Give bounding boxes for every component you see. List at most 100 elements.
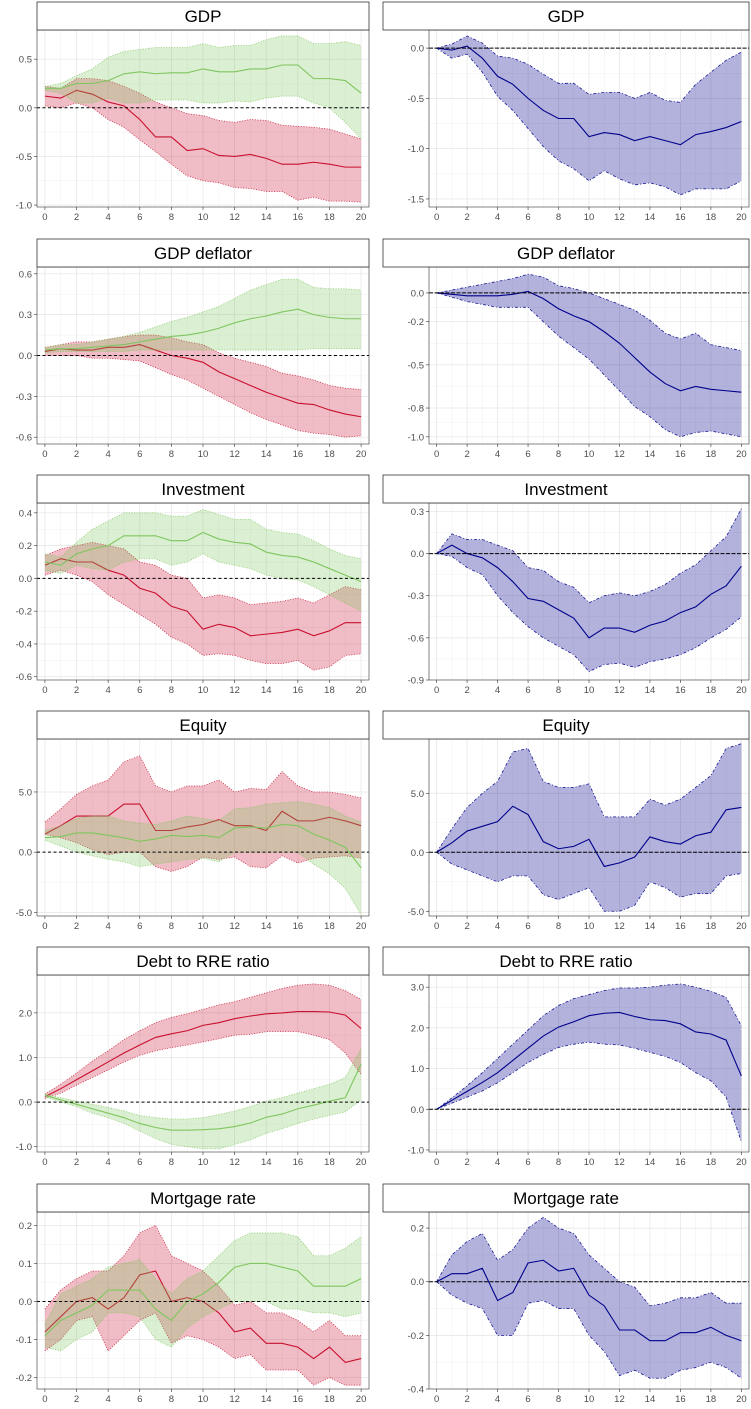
x-tick-label: 0 <box>434 1157 439 1168</box>
x-tick-label: 14 <box>645 685 656 696</box>
confidence-band-1 <box>44 335 362 438</box>
series-group <box>436 35 742 196</box>
panel-title: Debt to RRE ratio <box>499 952 632 971</box>
panel-3: GDP deflator -0.6 -0.3 0.0 0.3 0.6 0 2 4 6 8 10 12 14… <box>16 238 370 460</box>
x-tick-label: 20 <box>356 685 367 696</box>
x-tick-label: 12 <box>229 212 240 223</box>
x-tick-label: 12 <box>614 212 625 223</box>
y-tick-label: 0.3 <box>19 310 32 321</box>
x-tick-label: 20 <box>736 449 747 460</box>
x-tick-label: 12 <box>229 921 240 932</box>
response-line-1 <box>44 89 362 168</box>
x-tick-label: 8 <box>169 212 174 223</box>
x-tick-label: 10 <box>584 449 595 460</box>
x-tick-label: 20 <box>356 212 367 223</box>
y-tick-label: 0.0 <box>411 288 424 299</box>
y-tick-label: 0.0 <box>19 1098 32 1109</box>
x-tick-label: 2 <box>464 212 469 223</box>
band-lower-edge-2 <box>44 1096 362 1150</box>
grid <box>429 503 749 680</box>
y-tick-label: 0.2 <box>19 1221 32 1232</box>
x-tick-label: 8 <box>169 685 174 696</box>
band-upper-edge-2 <box>44 35 362 87</box>
confidence-band-1 <box>436 983 742 1142</box>
band-lower-edge-2 <box>44 348 362 354</box>
x-tick-label: 12 <box>614 921 625 932</box>
y-tick-label: -0.2 <box>408 1331 424 1342</box>
panel-strip <box>382 946 750 976</box>
x-tick-label: 10 <box>198 921 209 932</box>
x-tick-label: 2 <box>74 1394 79 1405</box>
x-tick-label: 8 <box>169 1394 174 1405</box>
x-tick-label: 0 <box>434 1394 439 1405</box>
panel-strip <box>382 238 750 268</box>
confidence-band-1 <box>436 743 742 912</box>
x-tick-label: 10 <box>198 449 209 460</box>
x-tick-label: 14 <box>645 1394 656 1405</box>
x-tick-label: 0 <box>42 212 47 223</box>
confidence-band-1 <box>44 755 362 872</box>
x-tick-label: 0 <box>434 685 439 696</box>
x-tick-label: 4 <box>105 449 110 460</box>
y-tick-label: 0.0 <box>411 1277 424 1288</box>
x-tick-label: 2 <box>464 449 469 460</box>
x-tick-label: 8 <box>556 449 561 460</box>
band-lower-edge-1 <box>436 1281 742 1379</box>
x-tick-label: 14 <box>645 449 656 460</box>
y-tick-label: 3.0 <box>411 983 424 994</box>
x-tick-label: 2 <box>74 685 79 696</box>
x-tick-label: 2 <box>464 685 469 696</box>
band-upper-edge-2 <box>44 509 362 560</box>
x-tick-label: 20 <box>736 921 747 932</box>
y-tick-label: -0.8 <box>408 404 424 415</box>
x-tick-label: 10 <box>584 1157 595 1168</box>
y-tick-label: 0.3 <box>411 507 424 518</box>
y-tick-label: 0.0 <box>411 1105 424 1116</box>
x-tick-label: 6 <box>525 1157 530 1168</box>
panel-10: Debt to RRE ratio -1.0 0.0 1.0 2.0 3.0 0 2 4 6 8 10… <box>382 946 750 1168</box>
panel-title: Investment <box>161 480 244 499</box>
x-tick-label: 10 <box>584 921 595 932</box>
band-lower-edge-1 <box>436 851 742 912</box>
x-tick-label: 6 <box>137 685 142 696</box>
confidence-band-1 <box>436 508 742 672</box>
x-tick-label: 14 <box>261 449 272 460</box>
band-lower-edge-2 <box>44 839 362 916</box>
x-tick-label: 10 <box>584 1394 595 1405</box>
series-group <box>44 983 362 1150</box>
band-lower-edge-1 <box>44 102 362 203</box>
panel-title: GDP deflator <box>154 244 252 263</box>
band-upper-edge-1 <box>436 983 742 1110</box>
x-tick-label: 16 <box>675 1394 686 1405</box>
series-group <box>44 755 362 916</box>
x-tick-label: 18 <box>706 1157 717 1168</box>
y-tick-label: 0.2 <box>19 541 32 552</box>
x-tick-label: 8 <box>169 921 174 932</box>
x-tick-label: 16 <box>293 1394 304 1405</box>
x-tick-label: 20 <box>736 1157 747 1168</box>
band-upper-edge-1 <box>44 541 362 606</box>
band-lower-edge-1 <box>44 1031 362 1099</box>
series-group <box>436 983 742 1142</box>
x-tick-label: 8 <box>556 212 561 223</box>
x-tick-label: 0 <box>42 685 47 696</box>
series-group <box>436 743 742 912</box>
response-line-2 <box>44 1262 362 1337</box>
response-line-2 <box>44 308 362 351</box>
x-tick-label: 18 <box>324 449 335 460</box>
y-tick-label: -0.6 <box>408 633 424 644</box>
x-tick-label: 4 <box>495 212 500 223</box>
x-tick-label: 16 <box>293 685 304 696</box>
y-tick-label: 0.5 <box>19 55 32 66</box>
x-tick-label: 16 <box>675 1157 686 1168</box>
panel-title: Equity <box>542 716 590 735</box>
x-tick-label: 4 <box>105 685 110 696</box>
x-tick-label: 8 <box>169 449 174 460</box>
y-tick-label: 0.4 <box>19 508 32 519</box>
panel-strip <box>382 1183 750 1213</box>
x-tick-label: 2 <box>74 921 79 932</box>
response-line-2 <box>44 823 362 869</box>
confidence-band-1 <box>44 78 362 203</box>
y-tick-label: 0.0 <box>19 103 32 114</box>
